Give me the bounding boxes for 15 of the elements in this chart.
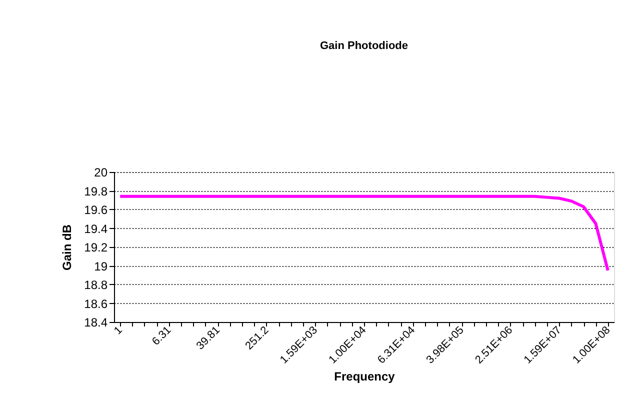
y-tick-label: 18.4 (84, 316, 108, 330)
y-tick-label: 19.8 (84, 184, 108, 198)
y-tick-label: 18.8 (84, 278, 108, 292)
x-axis-title: Frequency (334, 370, 396, 384)
y-tick-label: 19.6 (84, 203, 108, 217)
line-series (118, 194, 610, 272)
x-tick-label: 1 (112, 324, 125, 338)
y-tick-label: 19.4 (84, 222, 108, 236)
y-tick-label: 20 (94, 166, 108, 180)
x-tick-label: 6.31 (150, 324, 174, 348)
y-axis-title: Gain dB (60, 224, 74, 271)
y-tick-label: 19.2 (84, 240, 108, 254)
chart-title: Gain Photodiode (320, 40, 408, 52)
y-tick-label: 18.6 (84, 296, 108, 311)
y-tick-label: 19 (94, 259, 108, 274)
